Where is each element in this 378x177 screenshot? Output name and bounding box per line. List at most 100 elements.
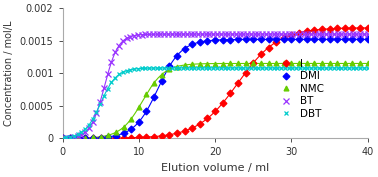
DMI <box>60 137 65 139</box>
Line: DBT: DBT <box>60 65 370 140</box>
I <box>366 27 370 29</box>
Line: DMI: DMI <box>60 37 370 141</box>
DBT <box>147 67 152 69</box>
I <box>358 27 363 29</box>
NMC <box>76 137 80 139</box>
DMI <box>114 135 118 137</box>
DMI <box>167 65 172 68</box>
BT <box>305 33 310 35</box>
I <box>320 28 324 30</box>
DMI <box>297 38 301 41</box>
NMC <box>91 136 95 139</box>
I <box>83 137 88 139</box>
I <box>129 137 133 139</box>
I <box>91 137 95 139</box>
Line: BT: BT <box>60 31 370 141</box>
NMC <box>350 62 355 64</box>
I <box>68 137 73 139</box>
NMC <box>106 134 110 136</box>
NMC <box>312 62 316 64</box>
NMC <box>167 68 172 70</box>
NMC <box>289 62 294 64</box>
DMI <box>136 121 141 123</box>
NMC <box>182 64 187 66</box>
NMC <box>236 62 240 65</box>
DMI <box>68 137 73 139</box>
DMI <box>358 38 363 41</box>
BT <box>366 33 370 35</box>
DMI <box>121 132 126 134</box>
NMC <box>335 62 339 64</box>
DMI <box>312 38 316 41</box>
I <box>228 92 232 94</box>
X-axis label: Elution volume / ml: Elution volume / ml <box>161 163 269 173</box>
I <box>205 117 210 119</box>
DMI <box>304 38 309 41</box>
DMI <box>175 55 179 57</box>
I <box>335 27 339 30</box>
NMC <box>228 62 232 65</box>
DMI <box>205 40 210 42</box>
DMI <box>274 38 279 41</box>
NMC <box>144 93 149 95</box>
NMC <box>213 62 217 65</box>
I <box>289 34 294 36</box>
I <box>251 62 256 64</box>
DBT <box>305 67 310 69</box>
DMI <box>182 48 187 50</box>
Y-axis label: Concentration / mol/L: Concentration / mol/L <box>4 21 14 126</box>
I <box>152 136 156 138</box>
I <box>213 110 217 113</box>
BT <box>297 33 302 35</box>
NMC <box>274 62 279 64</box>
I <box>167 134 172 136</box>
I <box>312 29 316 31</box>
DMI <box>327 38 332 41</box>
DMI <box>282 38 286 41</box>
I <box>175 132 179 134</box>
DMI <box>320 38 324 41</box>
I <box>114 137 118 139</box>
I <box>259 53 263 56</box>
NMC <box>160 73 164 76</box>
NMC <box>98 136 103 138</box>
DMI <box>251 38 256 41</box>
NMC <box>152 82 156 84</box>
I <box>304 30 309 32</box>
NMC <box>114 131 118 133</box>
Legend: I, DMI, NMC, BT, DBT: I, DMI, NMC, BT, DBT <box>275 59 324 119</box>
DMI <box>213 39 217 41</box>
NMC <box>121 126 126 128</box>
NMC <box>297 62 301 64</box>
Line: I: I <box>60 25 370 141</box>
DBT <box>60 137 65 139</box>
DMI <box>190 43 195 45</box>
I <box>342 27 347 29</box>
Line: NMC: NMC <box>60 61 370 141</box>
NMC <box>320 62 324 64</box>
NMC <box>251 62 256 65</box>
NMC <box>175 65 179 68</box>
BT <box>147 33 152 35</box>
DMI <box>243 38 248 41</box>
DBT <box>203 67 208 69</box>
NMC <box>304 62 309 64</box>
DMI <box>236 38 240 41</box>
NMC <box>83 137 88 139</box>
DBT <box>132 68 136 70</box>
I <box>243 72 248 74</box>
DMI <box>350 38 355 41</box>
DBT <box>297 67 302 69</box>
DMI <box>366 38 370 41</box>
I <box>327 28 332 30</box>
I <box>98 137 103 139</box>
NMC <box>220 62 225 65</box>
NMC <box>366 62 370 64</box>
DMI <box>83 137 88 139</box>
I <box>266 46 271 48</box>
I <box>60 137 65 139</box>
DMI <box>129 128 133 130</box>
BT <box>60 137 65 139</box>
DMI <box>91 137 95 139</box>
BT <box>132 35 136 37</box>
